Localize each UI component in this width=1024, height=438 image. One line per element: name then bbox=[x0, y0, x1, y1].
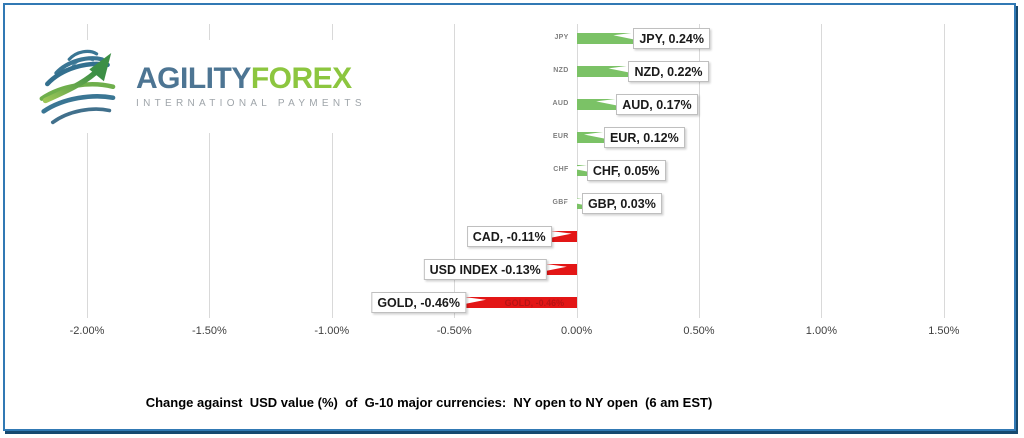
callout-pointer bbox=[549, 230, 572, 239]
category-label: GBP bbox=[552, 199, 569, 207]
x-tick-label: 1.00% bbox=[805, 325, 837, 337]
bar-label-callout: GBP, 0.03% bbox=[581, 193, 662, 215]
logo-text: AGILITYFOREX INTERNATIONAL PAYMENTS bbox=[136, 64, 366, 110]
callout-pointer bbox=[613, 32, 636, 40]
category-label: EUR bbox=[552, 133, 569, 141]
callout-pointer bbox=[544, 263, 567, 272]
bar-label-callout: GOLD, -0.46% bbox=[371, 292, 466, 314]
x-tick-label: -1.00% bbox=[314, 325, 350, 337]
bar-label-callout: JPY, 0.24% bbox=[633, 28, 710, 49]
x-gridline bbox=[87, 24, 88, 318]
bar bbox=[576, 66, 631, 78]
category-label: JPY bbox=[554, 34, 569, 41]
x-gridline bbox=[209, 24, 211, 318]
bar-label-callout: EUR, 0.12% bbox=[603, 127, 685, 149]
bar bbox=[576, 132, 606, 144]
callout-pointer bbox=[608, 65, 631, 73]
bar-label-callout: USD INDEX -0.13% bbox=[423, 259, 547, 281]
agilityforex-logo: AGILITYFOREX INTERNATIONAL PAYMENTS bbox=[34, 40, 374, 133]
callout-pointer bbox=[583, 131, 606, 139]
x-tick-label: 0.00% bbox=[560, 325, 593, 337]
bar-label-callout: AUD, 0.17% bbox=[616, 94, 698, 116]
bar bbox=[576, 99, 619, 111]
category-label: AUD bbox=[552, 100, 569, 108]
x-gridline bbox=[454, 24, 456, 318]
gold-ghost-label: GOLD, -0.46% bbox=[504, 298, 565, 309]
x-tick-label: -1.50% bbox=[191, 325, 227, 337]
callout-pointer bbox=[596, 98, 619, 106]
category-label: CHF bbox=[553, 166, 569, 174]
x-gridline bbox=[331, 24, 333, 318]
logo-tagline: INTERNATIONAL PAYMENTS bbox=[136, 98, 366, 109]
bar bbox=[544, 264, 577, 276]
x-gridline bbox=[821, 24, 823, 318]
bar bbox=[463, 297, 577, 309]
bar bbox=[576, 165, 589, 177]
x-tick-label: 1.50% bbox=[928, 325, 960, 337]
x-tick-label: -2.00% bbox=[69, 325, 105, 337]
x-tick-label: -0.50% bbox=[436, 325, 472, 337]
logo-word-forex: FOREX bbox=[250, 62, 352, 95]
logo-wordmark: AGILITYFOREX bbox=[136, 64, 366, 94]
callout-pointer bbox=[561, 197, 584, 205]
globe-arrow-logo-icon bbox=[36, 42, 128, 131]
callout-pointer bbox=[463, 296, 486, 305]
logo-word-agility: AGILITY bbox=[136, 62, 251, 95]
category-label: NZD bbox=[553, 67, 569, 75]
x-tick-label: 0.50% bbox=[683, 325, 715, 337]
bar-label-callout: CHF, 0.05% bbox=[586, 160, 666, 182]
x-gridline bbox=[943, 24, 945, 318]
bar-label-callout: CAD, -0.11% bbox=[466, 226, 552, 248]
bar bbox=[549, 231, 577, 243]
chart-caption: Change against USD value (%) of G-10 maj… bbox=[145, 395, 713, 410]
bar bbox=[576, 33, 636, 44]
bar-label-callout: NZD, 0.22% bbox=[628, 61, 709, 83]
callout-pointer bbox=[566, 164, 589, 172]
x-gridline bbox=[699, 24, 700, 318]
